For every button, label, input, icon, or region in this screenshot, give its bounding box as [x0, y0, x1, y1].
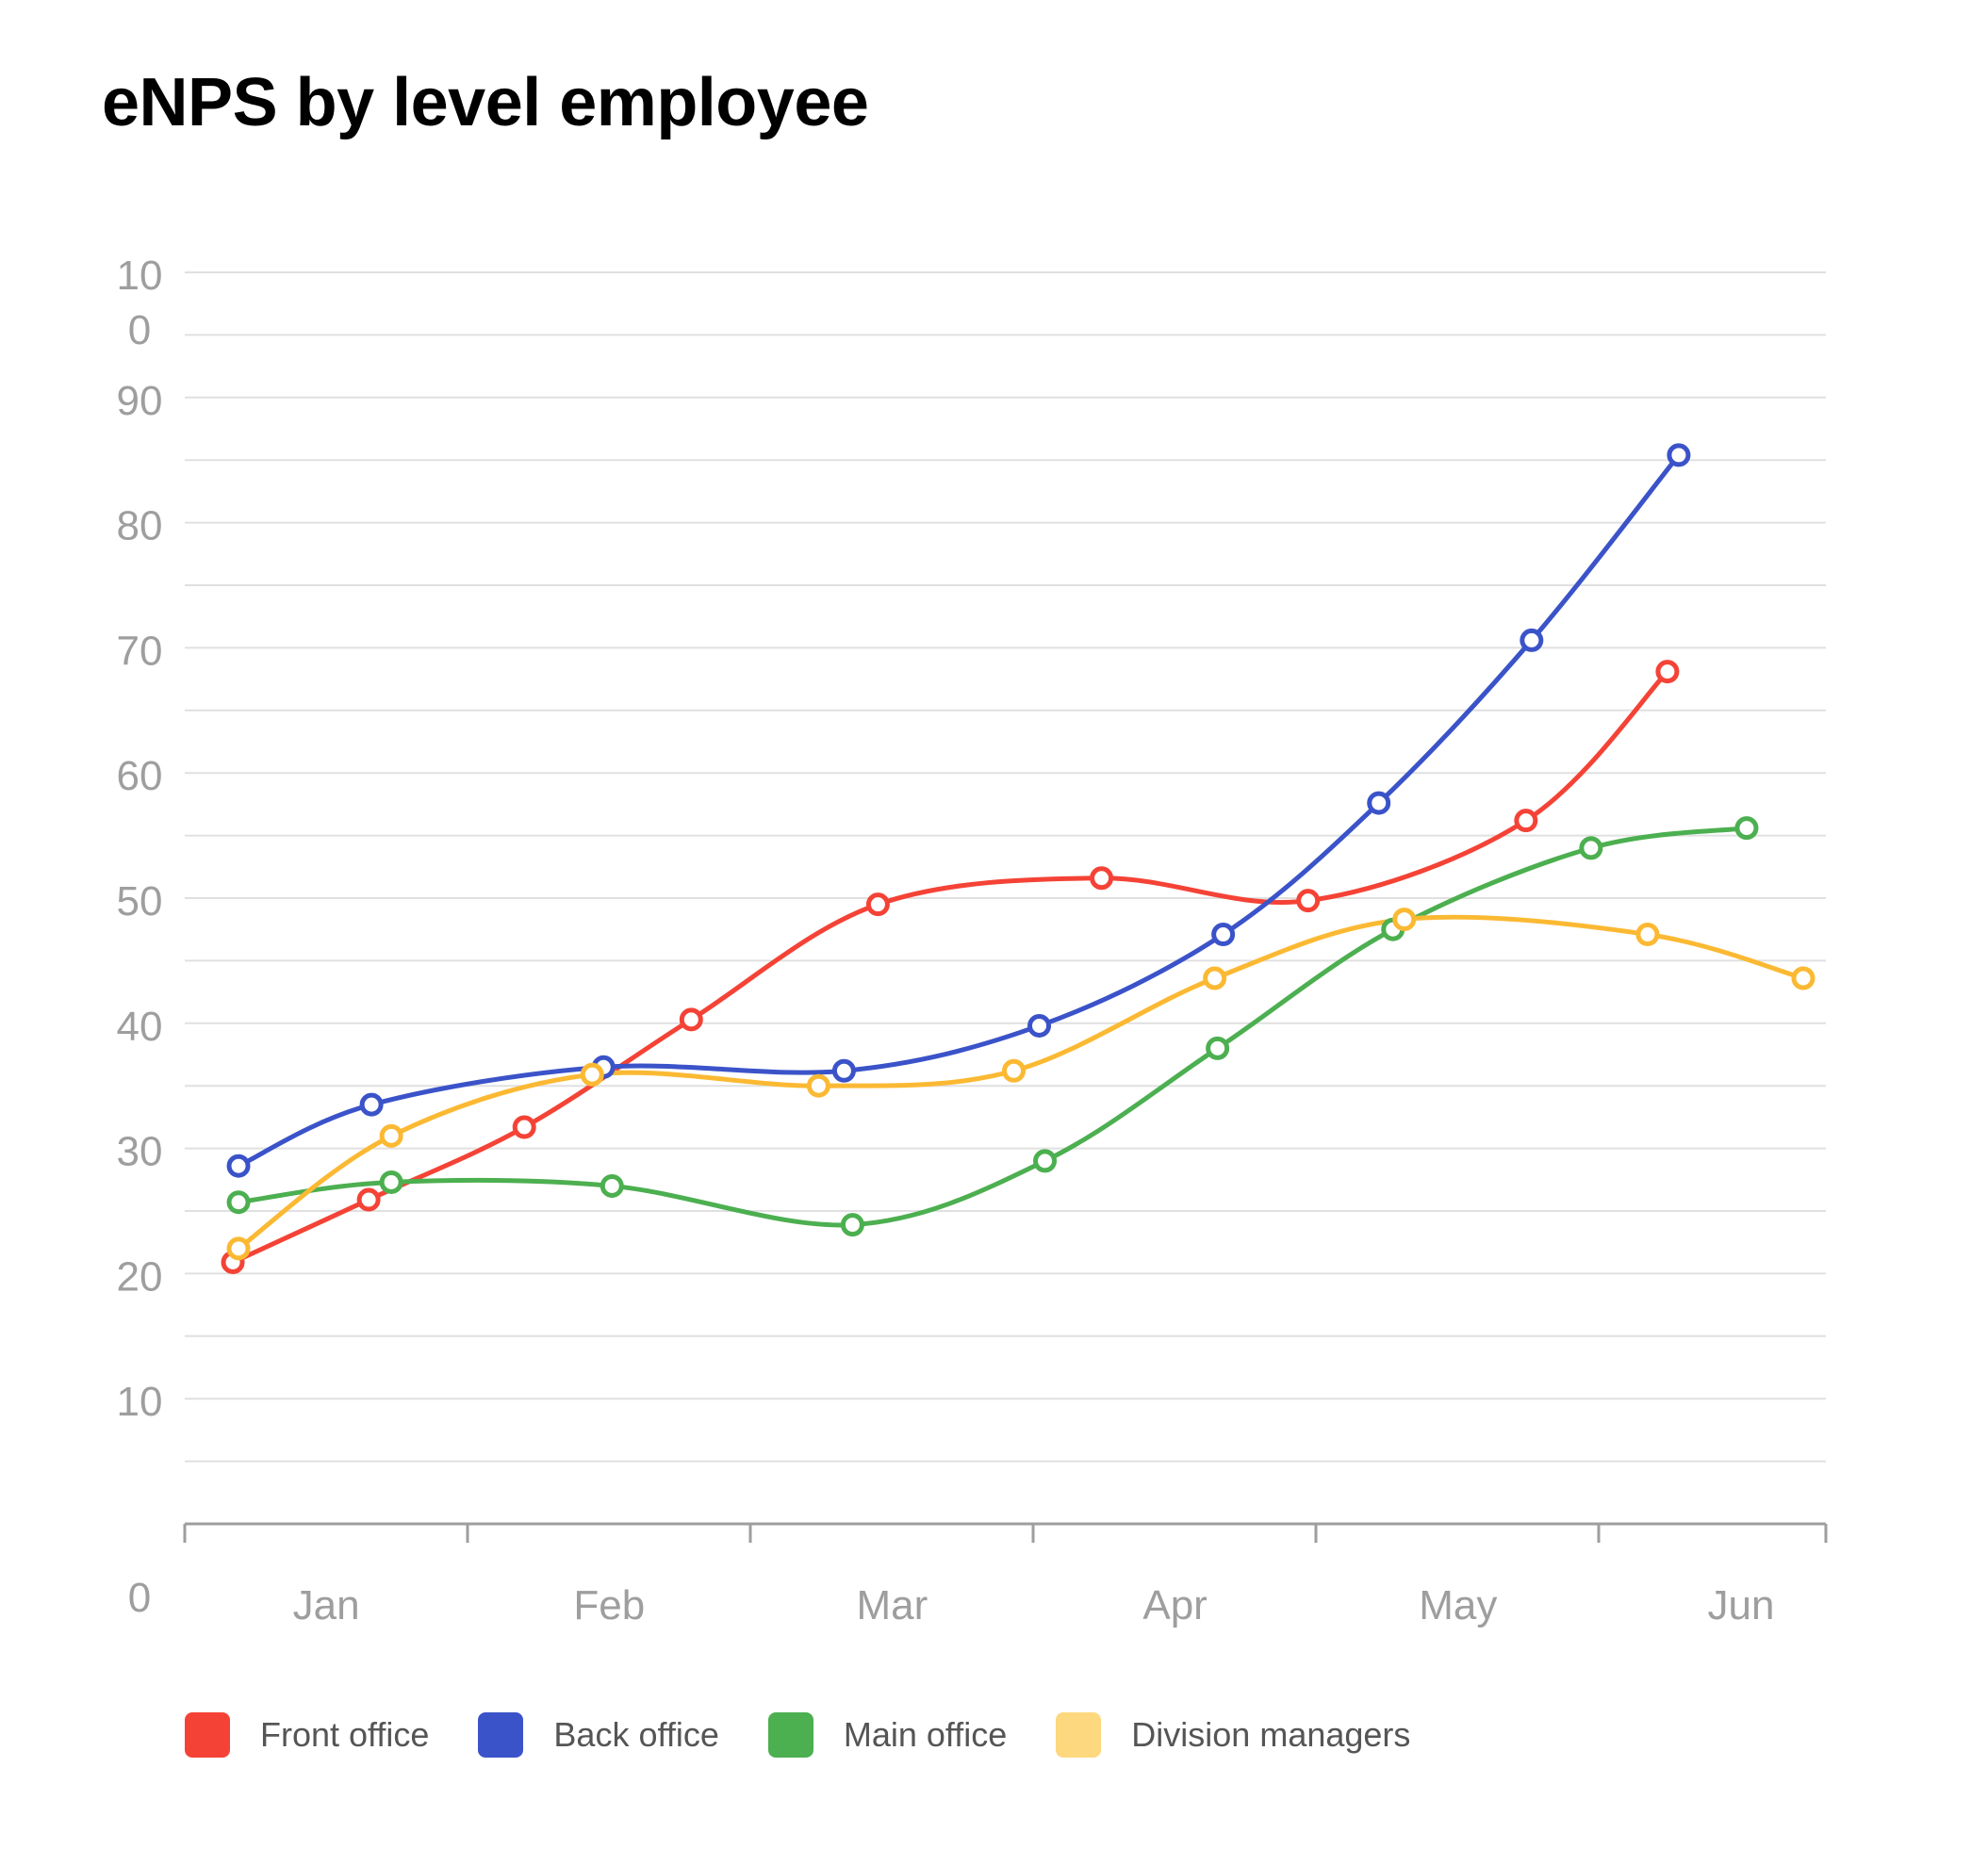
data-point-main-office	[1033, 1149, 1058, 1173]
data-point-back-office	[1027, 1013, 1052, 1038]
data-point-front-office	[1296, 889, 1321, 913]
data-point-main-office	[226, 1190, 251, 1215]
data-point-main-office	[379, 1170, 403, 1194]
legend-label-front-office: Front office	[260, 1715, 430, 1754]
data-point-front-office	[1090, 866, 1114, 891]
data-point-main-office	[1206, 1036, 1230, 1060]
data-point-front-office	[865, 892, 890, 917]
data-point-division-managers	[1002, 1058, 1027, 1083]
legend-swatch-back-office	[478, 1712, 524, 1758]
y-tick-label: 20	[117, 1253, 163, 1300]
legend-label-main-office: Main office	[843, 1715, 1008, 1754]
legend: Front office Back office Main office Div…	[185, 1712, 1459, 1758]
x-tick-label: Apr	[1142, 1582, 1207, 1628]
y-tick-label: 80	[117, 503, 163, 549]
legend-swatch-main-office	[767, 1712, 813, 1758]
data-point-front-office	[1514, 809, 1538, 833]
y-tick-label: 10	[117, 1379, 163, 1425]
data-point-division-managers	[1203, 966, 1227, 990]
data-point-main-office	[1579, 836, 1603, 860]
data-point-back-office	[1367, 791, 1391, 815]
data-point-back-office	[1520, 628, 1544, 652]
series-line-main-office	[236, 826, 1750, 1228]
legend-item-main-office[interactable]: Main office	[767, 1712, 1008, 1758]
legend-swatch-division-managers	[1056, 1712, 1102, 1758]
y-tick-label: 50	[117, 878, 163, 924]
data-point-back-office	[1211, 923, 1236, 947]
legend-item-division-managers[interactable]: Division managers	[1056, 1712, 1410, 1758]
data-point-main-office	[840, 1213, 864, 1237]
x-tick-label: Feb	[573, 1582, 645, 1628]
data-point-front-office	[679, 1007, 703, 1032]
data-point-division-managers	[580, 1062, 604, 1087]
x-tick-label: Mar	[857, 1582, 928, 1628]
y-tick-label: 60	[117, 753, 163, 799]
data-point-division-managers	[806, 1073, 830, 1098]
x-tick-label: Jan	[293, 1582, 360, 1628]
legend-label-division-managers: Division managers	[1131, 1715, 1411, 1754]
y-tick-label: 40	[117, 1004, 163, 1050]
y-tick-label: 70	[117, 628, 163, 674]
y-tick-label: 0	[128, 1575, 151, 1621]
data-point-main-office	[1734, 816, 1759, 841]
legend-item-front-office[interactable]: Front office	[185, 1712, 429, 1758]
data-point-back-office	[1667, 443, 1691, 467]
data-point-division-managers	[1635, 923, 1660, 947]
chart-title: eNPS by level employee	[102, 65, 869, 140]
y-tick-label: 10 0	[117, 253, 163, 353]
x-tick-label: May	[1419, 1582, 1497, 1628]
data-point-front-office	[1655, 660, 1680, 684]
series-line-front-office	[230, 669, 1670, 1265]
data-point-front-office	[512, 1115, 536, 1139]
data-point-division-managers	[1392, 908, 1417, 932]
data-point-front-office	[356, 1187, 381, 1212]
data-point-back-office	[831, 1058, 856, 1083]
data-point-back-office	[359, 1092, 384, 1117]
legend-item-back-office[interactable]: Back office	[478, 1712, 719, 1758]
legend-swatch-front-office	[185, 1712, 230, 1758]
y-tick-label: 90	[117, 378, 163, 424]
data-point-division-managers	[1791, 966, 1815, 990]
x-tick-label: Jun	[1707, 1582, 1774, 1628]
legend-label-back-office: Back office	[553, 1715, 719, 1754]
data-point-back-office	[226, 1154, 251, 1178]
series-line-back-office	[236, 452, 1682, 1169]
y-tick-label: 30	[117, 1129, 163, 1175]
data-point-division-managers	[379, 1123, 403, 1148]
data-point-division-managers	[226, 1236, 251, 1261]
data-point-main-office	[600, 1173, 624, 1198]
